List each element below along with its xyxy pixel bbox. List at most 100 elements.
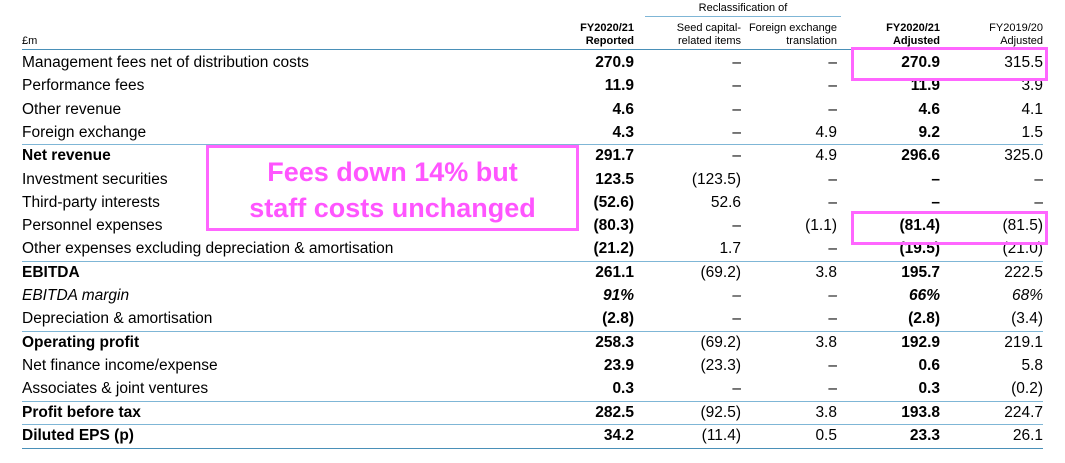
cell-fy2021-reported: 4.6 [612,101,634,118]
cell-seed-capital: (11.4) [701,427,741,444]
unit-label: £m [22,35,38,47]
table-row: Associates & joint ventures 0.3 – – 0.3 (0.2) [0,377,1065,400]
cell-fx-translation: – [828,357,837,374]
table-row: Profit before tax 282.5 (92.5) 3.8 193.8 224.… [0,401,1065,424]
header-rule [22,49,1043,50]
cell-fy2021-reported: (52.6) [593,194,635,211]
cell-fy1920-adjusted: – [1034,171,1043,188]
col-fy2021-reported-line2: Reported [585,35,634,47]
reclassification-rule [645,16,841,17]
cell-seed-capital: – [732,380,741,397]
cell-fy2021-adjusted: 66% [908,287,940,304]
cell-fx-translation: – [828,101,837,118]
cell-seed-capital: – [732,77,741,94]
cell-fy1920-adjusted: 4.1 [1021,101,1043,118]
row-label: Performance fees [22,77,145,94]
cell-fy2021-adjusted: – [931,194,940,211]
cell-seed-capital: (69.2) [700,334,742,351]
row-label: EBITDA [22,264,80,281]
cell-fy2021-reported: 282.5 [595,404,634,421]
cell-fy2021-reported: (21.2) [593,240,635,257]
cell-fx-translation: – [828,240,837,257]
col-fx-translation-line2: translation [786,35,837,47]
cell-seed-capital: – [732,310,741,327]
row-label: Third-party interests [22,194,160,211]
row-rule [22,144,1043,145]
cell-fy1920-adjusted: 1.5 [1021,124,1043,141]
table-row: Personnel expenses (80.3) – (1.1) (81.4) (81.… [0,214,1065,237]
cell-fy2021-reported: (80.3) [593,217,635,234]
cell-fy1920-adjusted: 222.5 [1004,264,1043,281]
cell-fy1920-adjusted: 26.1 [1012,427,1043,444]
row-rule [22,401,1043,402]
cell-seed-capital: (92.5) [700,404,742,421]
cell-seed-capital: – [732,217,741,234]
cell-fy1920-adjusted: 68% [1011,287,1043,304]
table-row: Investment securities 123.5 (123.5) – – – [0,168,1065,191]
cell-seed-capital: – [732,124,741,141]
row-label: Associates & joint ventures [22,380,209,397]
cell-fy2021-reported: 261.1 [595,264,634,281]
cell-seed-capital: 1.7 [719,240,741,257]
cell-fy2021-reported: 34.2 [603,427,634,444]
annotation-line-2: staff costs unchanged [249,193,536,223]
cell-fy1920-adjusted: 3.9 [1021,77,1043,94]
cell-fy2021-adjusted: (81.4) [899,217,941,234]
cell-fx-translation: – [828,194,837,211]
cell-fx-translation: 4.9 [815,147,837,164]
cell-fy2021-reported: 270.9 [595,54,634,71]
cell-seed-capital: (123.5) [691,171,741,188]
row-label: Other revenue [22,101,122,118]
cell-fx-translation: – [828,54,837,71]
row-label: Foreign exchange [22,124,147,141]
cell-fy1920-adjusted: 219.1 [1004,334,1043,351]
cell-fy2021-reported: (2.8) [602,310,634,327]
cell-fy1920-adjusted: 315.5 [1004,54,1043,71]
cell-fx-translation: 3.8 [815,264,837,281]
cell-fx-translation: – [828,77,837,94]
cell-seed-capital: – [732,147,741,164]
cell-fx-translation: (1.1) [805,217,837,234]
row-label: Other expenses excluding depreciation & … [22,240,394,257]
cell-fy1920-adjusted: – [1034,194,1043,211]
cell-fy2021-reported: 11.9 [604,77,634,94]
row-rule [22,331,1043,332]
table-bottom-rule [22,448,1043,449]
col-fy2021-adjusted-line1: FY2020/21 [886,22,940,34]
cell-fy2021-adjusted: 11.9 [910,77,940,94]
cell-fx-translation: – [828,171,837,188]
row-label: EBITDA margin [22,287,130,304]
col-fy1920-adjusted-line1: FY2019/20 [989,22,1043,34]
table-row: EBITDA margin 91% – – 66% 68% [0,284,1065,307]
row-label: Depreciation & amortisation [22,310,213,327]
table-row: Third-party interests (52.6) 52.6 – – – [0,191,1065,214]
table-row: Net revenue 291.7 – 4.9 296.6 325.0 [0,144,1065,167]
cell-fy2021-reported: 291.7 [595,147,634,164]
cell-seed-capital: (69.2) [700,264,742,281]
table-row: Diluted EPS (p) 34.2 (11.4) 0.5 23.3 26.1 [0,424,1065,447]
cell-fy1920-adjusted: (81.5) [1002,217,1044,234]
cell-seed-capital: 52.6 [710,194,741,211]
cell-fx-translation: 4.9 [815,124,837,141]
row-label: Profit before tax [22,404,141,421]
table-row: Performance fees 11.9 – – 11.9 3.9 [0,74,1065,97]
row-rule [22,261,1043,262]
cell-fy2021-adjusted: 0.6 [918,357,940,374]
row-label: Investment securities [22,171,168,188]
row-label: Operating profit [22,334,140,351]
cell-fy2021-adjusted: 195.7 [901,264,940,281]
cell-fy2021-adjusted: 270.9 [901,54,940,71]
table-row: Foreign exchange 4.3 – 4.9 9.2 1.5 [0,121,1065,144]
cell-fy2021-adjusted: – [931,171,940,188]
table-row: Management fees net of distribution cost… [0,51,1065,74]
cell-fy2021-adjusted: 296.6 [901,147,940,164]
cell-seed-capital: – [732,54,741,71]
cell-fy2021-adjusted: 9.2 [918,124,940,141]
col-fy1920-adjusted-line2: Adjusted [1000,35,1043,47]
cell-fx-translation: 3.8 [815,404,837,421]
table-row: Other revenue 4.6 – – 4.6 4.1 [0,98,1065,121]
row-rule [22,424,1043,425]
annotation-callout: Fees down 14% but staff costs unchanged [206,145,579,231]
cell-seed-capital: – [732,287,741,304]
cell-seed-capital: (23.3) [700,357,742,374]
